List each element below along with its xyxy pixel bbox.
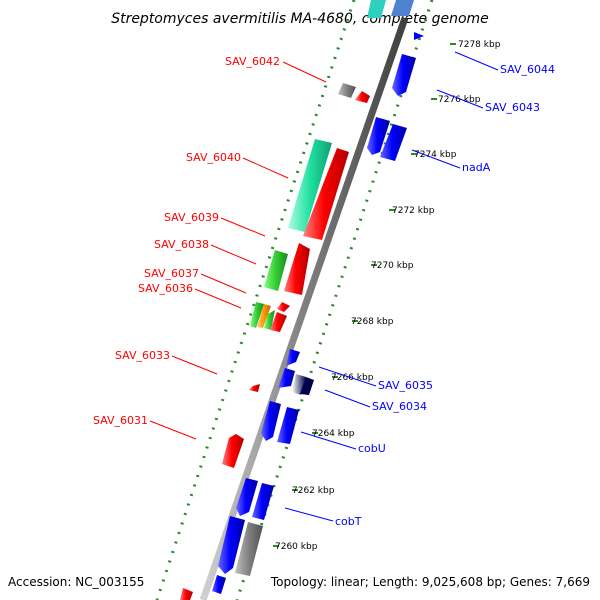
topology-text: Topology: linear; Length: 9,025,608 bp; … (270, 575, 590, 589)
gene-label-cobt[interactable]: cobT (335, 515, 362, 528)
gene-feature[interactable] (270, 312, 287, 332)
gene-sav-6038[interactable] (264, 250, 288, 291)
gene-feature[interactable] (367, 0, 386, 18)
accession-text: Accession: NC_003155 (8, 575, 144, 589)
gene-feature[interactable] (414, 32, 424, 40)
tick-label: 7260 kbp (275, 542, 318, 552)
gene-feature[interactable] (286, 349, 300, 366)
tick-label: 7262 kbp (292, 486, 335, 496)
gene-sav-6039[interactable] (303, 148, 349, 240)
gene-label-nada[interactable]: nadA (462, 161, 491, 174)
tick-label: 7276 kbp (438, 95, 481, 105)
gene-feature[interactable] (300, 377, 314, 395)
gene-feature[interactable] (355, 91, 370, 103)
gene-label-sav-6034[interactable]: SAV_6034 (372, 400, 427, 413)
gene-sav-6044[interactable] (392, 54, 416, 96)
tick-label: 7274 kbp (414, 150, 457, 160)
gene-feature[interactable] (212, 575, 226, 594)
gene-sav-6035[interactable] (292, 374, 306, 395)
gene-nada[interactable] (380, 124, 407, 161)
gene-label-sav-6040[interactable]: SAV_6040 (186, 151, 241, 164)
gene-sav-6036[interactable] (257, 304, 271, 328)
gene-sav-6042[interactable] (338, 83, 356, 98)
tick-label: 7270 kbp (371, 261, 414, 271)
gene-sav-6033[interactable] (249, 384, 260, 392)
gene-feature[interactable] (180, 588, 193, 600)
gene-sav-6031[interactable] (222, 434, 244, 468)
forward-strand-genes (212, 0, 424, 594)
gene-label-sav-6033[interactable]: SAV_6033 (115, 349, 170, 362)
gene-label-sav-6044[interactable]: SAV_6044 (500, 63, 555, 76)
gene-sav-6040[interactable] (288, 139, 332, 232)
gene-cobt[interactable] (252, 483, 274, 520)
backbone (199, 16, 409, 600)
map-title: Streptomyces avermitilis MA-4680, comple… (111, 11, 489, 27)
gene-label-sav-6043[interactable]: SAV_6043 (485, 101, 540, 114)
tick-marks (273, 43, 456, 547)
gene-label-sav-6036[interactable]: SAV_6036 (138, 282, 193, 295)
gene-label-sav-6039[interactable]: SAV_6039 (164, 211, 219, 224)
gene-feature[interactable] (277, 302, 290, 312)
gene-label-sav-6042[interactable]: SAV_6042 (225, 55, 280, 68)
gene-feature[interactable] (264, 310, 275, 330)
gene-label-cobu[interactable]: cobU (358, 442, 386, 455)
tick-label: 7272 kbp (392, 206, 435, 216)
gene-feature[interactable] (284, 243, 310, 295)
gene-feature[interactable] (367, 117, 390, 155)
gene-feature[interactable] (235, 522, 263, 576)
tick-label: 7268 kbp (351, 317, 394, 327)
gene-label-sav-6031[interactable]: SAV_6031 (93, 414, 148, 427)
gene-label-sav-6037[interactable]: SAV_6037 (144, 267, 199, 280)
reverse-strand-genes (180, 83, 370, 600)
gene-label-sav-6035[interactable]: SAV_6035 (378, 379, 433, 392)
gene-feature[interactable] (391, 0, 414, 16)
gene-feature[interactable] (261, 401, 281, 441)
gene-sav-6034[interactable] (278, 368, 295, 388)
gene-cobu[interactable] (277, 407, 299, 444)
right-leader-lines (284, 51, 499, 522)
tick-label: 7278 kbp (458, 40, 501, 50)
gene-label-sav-6038[interactable]: SAV_6038 (154, 238, 209, 251)
gene-sav-6037[interactable] (250, 302, 264, 328)
gene-feature[interactable] (218, 516, 245, 574)
left-leader-lines (149, 61, 327, 440)
tick-label: 7264 kbp (312, 429, 355, 439)
gene-feature[interactable] (236, 478, 258, 516)
